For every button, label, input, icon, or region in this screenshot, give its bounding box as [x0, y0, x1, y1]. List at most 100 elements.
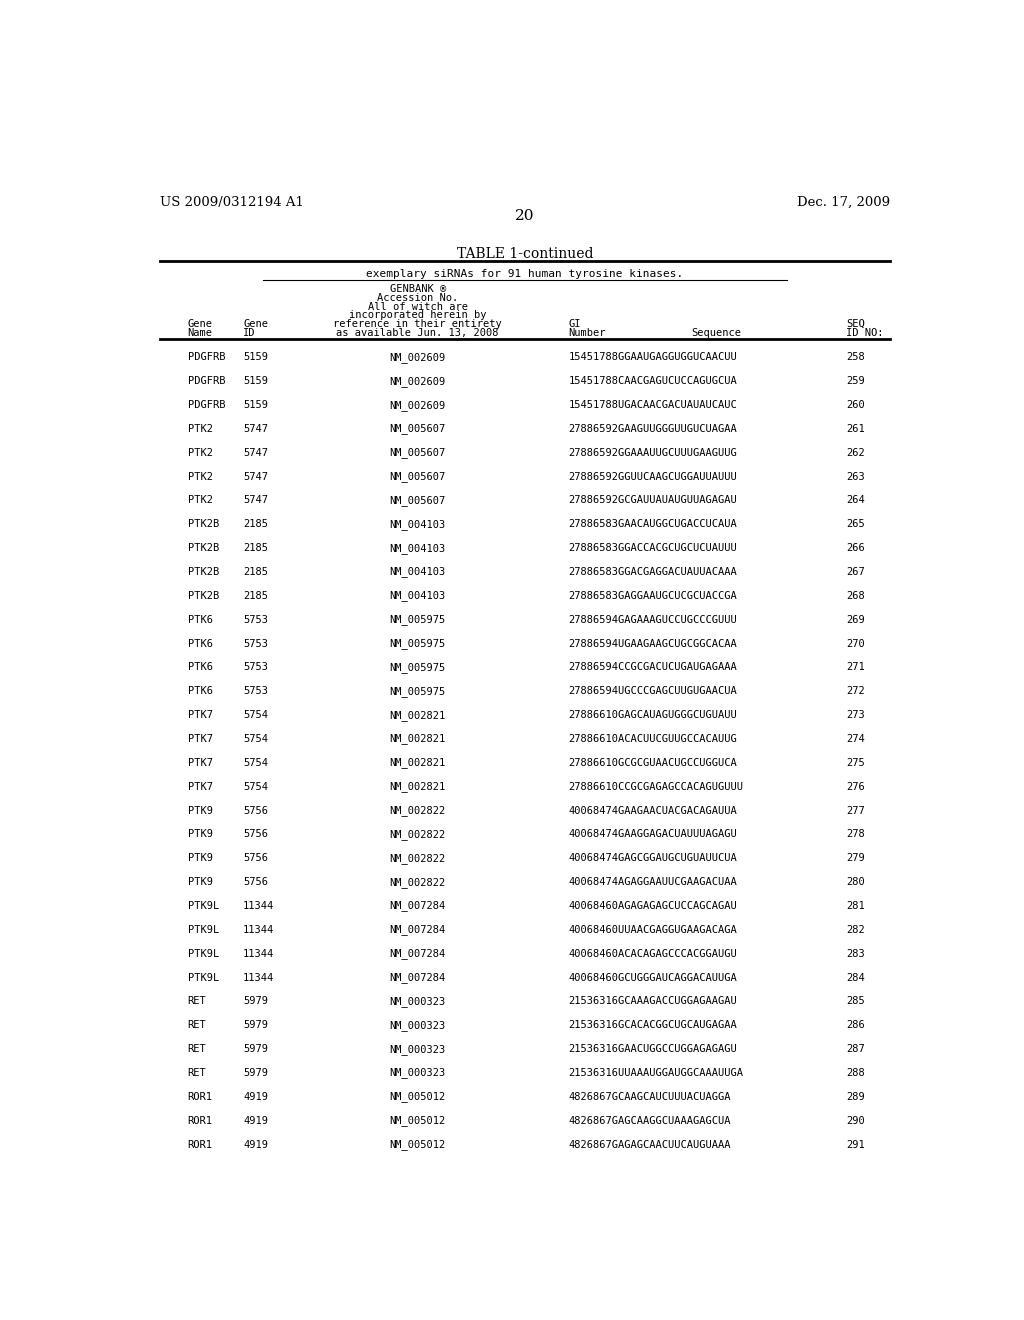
Text: NM_002609: NM_002609: [389, 352, 445, 363]
Text: 279: 279: [846, 853, 865, 863]
Text: 11344: 11344: [243, 902, 274, 911]
Text: 40068474GAGCGGAUGCUGUAUUCUA: 40068474GAGCGGAUGCUGUAUUCUA: [568, 853, 737, 863]
Text: 15451788UGACAACGACUAUAUCAUC: 15451788UGACAACGACUAUAUCAUC: [568, 400, 737, 411]
Text: 272: 272: [846, 686, 865, 697]
Text: PDGFRB: PDGFRB: [187, 352, 225, 363]
Text: 268: 268: [846, 591, 865, 601]
Text: 5979: 5979: [243, 1044, 268, 1055]
Text: 40068460UUAACGAGGUGAAGACAGA: 40068460UUAACGAGGUGAAGACAGA: [568, 925, 737, 935]
Text: PDGFRB: PDGFRB: [187, 400, 225, 411]
Text: 15451788CAACGAGUCUCCAGUGCUA: 15451788CAACGAGUCUCCAGUGCUA: [568, 376, 737, 387]
Text: PTK9L: PTK9L: [187, 902, 219, 911]
Text: 5756: 5756: [243, 829, 268, 840]
Text: 278: 278: [846, 829, 865, 840]
Text: Gene: Gene: [243, 319, 268, 329]
Text: NM_005607: NM_005607: [389, 424, 445, 434]
Text: NM_004103: NM_004103: [389, 519, 445, 529]
Text: GENBANK ®: GENBANK ®: [389, 284, 445, 294]
Text: 5159: 5159: [243, 376, 268, 387]
Text: ROR1: ROR1: [187, 1092, 213, 1102]
Text: PTK2B: PTK2B: [187, 519, 219, 529]
Text: 267: 267: [846, 568, 865, 577]
Text: NM_007284: NM_007284: [389, 948, 445, 960]
Text: NM_004103: NM_004103: [389, 566, 445, 577]
Text: 40068474GAAGGAGACUAUUUAGAGU: 40068474GAAGGAGACUAUUUAGAGU: [568, 829, 737, 840]
Text: 269: 269: [846, 615, 865, 624]
Text: PDGFRB: PDGFRB: [187, 376, 225, 387]
Text: 4826867GAGAGCAACUUCAUGUAAA: 4826867GAGAGCAACUUCAUGUAAA: [568, 1139, 731, 1150]
Text: TABLE 1-continued: TABLE 1-continued: [457, 247, 593, 261]
Text: PTK2: PTK2: [187, 471, 213, 482]
Text: 5753: 5753: [243, 639, 268, 648]
Text: NM_005607: NM_005607: [389, 447, 445, 458]
Text: 258: 258: [846, 352, 865, 363]
Text: 289: 289: [846, 1092, 865, 1102]
Text: 262: 262: [846, 447, 865, 458]
Text: PTK2: PTK2: [187, 424, 213, 434]
Text: 40068474AGAGGAAUUCGAAGACUAA: 40068474AGAGGAAUUCGAAGACUAA: [568, 878, 737, 887]
Text: Name: Name: [187, 327, 213, 338]
Text: NM_002821: NM_002821: [389, 734, 445, 744]
Text: 21536316GAACUGGCCUGGAGAGAGU: 21536316GAACUGGCCUGGAGAGAGU: [568, 1044, 737, 1055]
Text: RET: RET: [187, 1020, 206, 1031]
Text: 21536316GCACACGGCUGCAUGAGAA: 21536316GCACACGGCUGCAUGAGAA: [568, 1020, 737, 1031]
Text: PTK6: PTK6: [187, 639, 213, 648]
Text: 5159: 5159: [243, 352, 268, 363]
Text: NM_005975: NM_005975: [389, 638, 445, 649]
Text: NM_002821: NM_002821: [389, 710, 445, 721]
Text: 5159: 5159: [243, 400, 268, 411]
Text: 11344: 11344: [243, 949, 274, 958]
Text: 274: 274: [846, 734, 865, 744]
Text: NM_004103: NM_004103: [389, 543, 445, 553]
Text: 27886592GGAAAUUGCUUUGAAGUUG: 27886592GGAAAUUGCUUUGAAGUUG: [568, 447, 737, 458]
Text: NM_007284: NM_007284: [389, 924, 445, 936]
Text: NM_005012: NM_005012: [389, 1092, 445, 1102]
Text: PTK7: PTK7: [187, 781, 213, 792]
Text: Sequence: Sequence: [691, 327, 741, 338]
Text: 263: 263: [846, 471, 865, 482]
Text: PTK2: PTK2: [187, 495, 213, 506]
Text: as available Jun. 13, 2008: as available Jun. 13, 2008: [337, 327, 499, 338]
Text: 265: 265: [846, 519, 865, 529]
Text: GI: GI: [568, 319, 581, 329]
Text: PTK9L: PTK9L: [187, 925, 219, 935]
Text: 11344: 11344: [243, 973, 274, 982]
Text: PTK2B: PTK2B: [187, 568, 219, 577]
Text: 2185: 2185: [243, 519, 268, 529]
Text: 40068460ACACAGAGCCCACGGAUGU: 40068460ACACAGAGCCCACGGAUGU: [568, 949, 737, 958]
Text: PTK9L: PTK9L: [187, 973, 219, 982]
Text: 271: 271: [846, 663, 865, 672]
Text: 27886583GGACGAGGACUAUUACAAA: 27886583GGACGAGGACUAUUACAAA: [568, 568, 737, 577]
Text: exemplary siRNAs for 91 human tyrosine kinases.: exemplary siRNAs for 91 human tyrosine k…: [367, 269, 683, 280]
Text: NM_000323: NM_000323: [389, 1044, 445, 1055]
Text: Accession No.: Accession No.: [377, 293, 459, 304]
Text: 5747: 5747: [243, 424, 268, 434]
Text: 284: 284: [846, 973, 865, 982]
Text: 21536316GCAAAGACCUGGAGAAGAU: 21536316GCAAAGACCUGGAGAAGAU: [568, 997, 737, 1006]
Text: PTK9L: PTK9L: [187, 949, 219, 958]
Text: RET: RET: [187, 1068, 206, 1078]
Text: 27886594CCGCGACUCUGAUGAGAAA: 27886594CCGCGACUCUGAUGAGAAA: [568, 663, 737, 672]
Text: ROR1: ROR1: [187, 1139, 213, 1150]
Text: NM_002822: NM_002822: [389, 853, 445, 863]
Text: 5754: 5754: [243, 781, 268, 792]
Text: PTK9: PTK9: [187, 829, 213, 840]
Text: 5747: 5747: [243, 495, 268, 506]
Text: 5754: 5754: [243, 710, 268, 721]
Text: 264: 264: [846, 495, 865, 506]
Text: 5754: 5754: [243, 734, 268, 744]
Text: incorporated herein by: incorporated herein by: [349, 310, 486, 321]
Text: 27886583GAGGAAUGCUCGCUACCGA: 27886583GAGGAAUGCUCGCUACCGA: [568, 591, 737, 601]
Text: NM_000323: NM_000323: [389, 1020, 445, 1031]
Text: PTK7: PTK7: [187, 758, 213, 768]
Text: ID NO:: ID NO:: [846, 327, 884, 338]
Text: NM_004103: NM_004103: [389, 590, 445, 602]
Text: PTK9: PTK9: [187, 878, 213, 887]
Text: 286: 286: [846, 1020, 865, 1031]
Text: PTK2: PTK2: [187, 447, 213, 458]
Text: PTK7: PTK7: [187, 710, 213, 721]
Text: 273: 273: [846, 710, 865, 721]
Text: 27886610CCGCGAGAGCCACAGUGUUU: 27886610CCGCGAGAGCCACAGUGUUU: [568, 781, 743, 792]
Text: reference in their entirety: reference in their entirety: [333, 319, 502, 329]
Text: 2185: 2185: [243, 591, 268, 601]
